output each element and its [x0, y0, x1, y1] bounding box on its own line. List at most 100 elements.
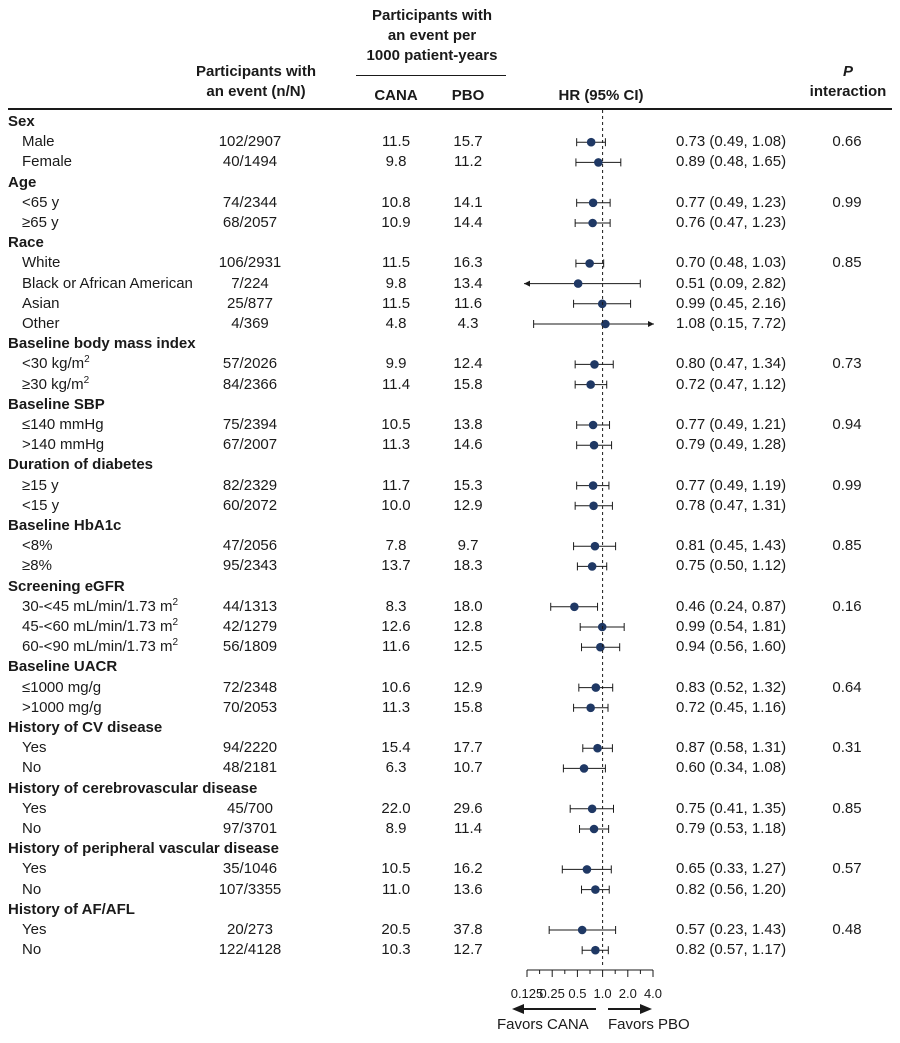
pbo-rate: 14.6 — [453, 436, 483, 454]
pbo-rate: 12.9 — [453, 496, 483, 514]
hr-point — [591, 683, 601, 692]
hr-ci-text: 0.99 (0.45, 2.16) — [676, 294, 787, 312]
category-row: History of peripheral vascular disease — [0, 839, 900, 859]
favors-cana-label: Favors CANA — [497, 1016, 589, 1033]
pbo-rate: 13.8 — [453, 416, 483, 433]
table-row: 45-<60 mL/min/1.73 m2 42/1279 12.6 12.8 0.99… — [0, 617, 900, 637]
hr-ci-text: 0.46 (0.24, 0.87) — [676, 597, 787, 615]
table-row: <8% 47/2056 7.8 9.7 0.81 (0.45, 1.43) 0.85 — [0, 536, 900, 556]
header-divider — [8, 108, 892, 110]
hr-point — [579, 764, 589, 773]
events-count: 95/2343 — [222, 557, 278, 575]
table-row: ≥65 y 68/2057 10.9 14.4 0.76 (0.47, 1.23) — [0, 213, 900, 233]
events-count: 72/2348 — [222, 678, 278, 696]
hr-ci-text: 0.77 (0.49, 1.19) — [676, 476, 787, 494]
hr-ci-text: 0.75 (0.41, 1.35) — [676, 799, 787, 817]
table-row: No 48/2181 6.3 10.7 0.60 (0.34, 1.08) — [0, 758, 900, 778]
x-tick-label: 0.125 — [511, 986, 544, 1001]
subgroup-label: 60-<90 mL/min/1.73 m2 — [22, 637, 179, 656]
cana-rate: 9.9 — [385, 355, 407, 373]
cana-rate: 11.5 — [381, 133, 411, 151]
table-row: Male 102/2907 11.5 15.7 0.73 (0.49, 1.08) 0.6… — [0, 132, 900, 152]
subgroup-label: ≥30 kg/m2 — [22, 374, 90, 393]
category-label: Baseline SBP — [8, 395, 105, 413]
table-row: >140 mmHg 67/2007 11.3 14.6 0.79 (0.49, 1.28… — [0, 435, 900, 455]
hr-ci-text: 0.82 (0.56, 1.20) — [676, 880, 787, 898]
superscript: 2 — [172, 596, 179, 608]
subgroup-label: >1000 mg/g — [22, 698, 102, 716]
hr-point — [601, 319, 610, 329]
hr-point — [585, 259, 594, 268]
table-row: <65 y 74/2344 10.8 14.1 0.77 (0.49, 1.23) 0.9… — [0, 193, 900, 213]
pbo-rate: 13.4 — [453, 274, 483, 292]
hr-ci-text: 0.75 (0.50, 1.12) — [676, 557, 787, 575]
p-interaction-value: 0.99 — [832, 193, 862, 211]
hr-ci-text: 0.76 (0.47, 1.23) — [676, 214, 787, 231]
pbo-rate: 12.4 — [453, 355, 483, 373]
category-label: Duration of diabetes — [8, 456, 154, 474]
events-count: 107/3355 — [218, 880, 282, 898]
hr-point — [587, 804, 597, 814]
pbo-rate: 15.3 — [453, 476, 483, 494]
events-count: 25/877 — [227, 294, 273, 312]
cana-rate: 10.5 — [381, 416, 411, 433]
pbo-rate: 15.8 — [453, 698, 483, 716]
p-interaction-value: 0.85 — [832, 254, 862, 272]
table-row: ≥15 y 82/2329 11.7 15.3 0.77 (0.49, 1.19) 0.9… — [0, 476, 900, 496]
category-label: Baseline UACR — [8, 658, 118, 676]
favors-pbo-arrowhead — [640, 1004, 652, 1014]
table-row: 60-<90 mL/min/1.73 m2 56/1809 11.6 12.5 0.94… — [0, 637, 900, 657]
events-count: 40/1494 — [222, 153, 278, 171]
cana-rate: 8.3 — [385, 597, 407, 615]
p-interaction-value: 0.99 — [832, 476, 862, 494]
pbo-rate: 10.7 — [453, 759, 483, 777]
hr-point — [586, 137, 596, 147]
cana-rate: 9.8 — [385, 274, 407, 292]
hr-point — [589, 501, 598, 511]
pbo-rate: 16.3 — [453, 254, 483, 272]
hr-ci-text: 0.60 (0.34, 1.08) — [676, 759, 787, 777]
cana-rate: 10.5 — [381, 860, 411, 878]
subgroup-label: Yes — [22, 739, 47, 757]
hr-point — [589, 440, 599, 450]
subgroup-label: No — [22, 820, 42, 837]
hr-ci-text: 0.99 (0.54, 1.81) — [676, 618, 787, 635]
table-row: <30 kg/m2 57/2026 9.9 12.4 0.80 (0.47, 1.34)… — [0, 354, 900, 374]
hr-ci-text: 0.72 (0.45, 1.16) — [676, 698, 787, 716]
pbo-rate: 37.8 — [453, 921, 483, 938]
category-row: Baseline HbA1c — [0, 516, 900, 536]
cana-rate: 11.3 — [381, 436, 411, 454]
events-count: 45/700 — [227, 799, 273, 817]
subgroup-label: Yes — [22, 921, 47, 938]
hr-ci-text: 0.77 (0.49, 1.21) — [676, 416, 787, 433]
category-row: Race — [0, 233, 900, 253]
subgroup-label: No — [22, 941, 42, 959]
cana-rate: 4.8 — [385, 315, 407, 332]
p-interaction-value: 0.48 — [832, 921, 862, 938]
hr-point — [588, 481, 598, 490]
p-interaction-value: 0.85 — [832, 799, 862, 817]
table-row: Black or African American 7/224 9.8 13.4 0.5… — [0, 274, 900, 294]
events-count: 44/1313 — [222, 597, 278, 615]
p-interaction-value: 0.64 — [832, 678, 862, 696]
x-tick-label: 2.0 — [619, 986, 637, 1001]
pbo-rate: 17.7 — [453, 739, 483, 757]
subgroup-label: ≤140 mmHg — [22, 416, 104, 433]
events-count: 57/2026 — [222, 355, 278, 373]
category-label: History of peripheral vascular disease — [8, 840, 279, 858]
table-row: No 107/3355 11.0 13.6 0.82 (0.56, 1.20) — [0, 880, 900, 900]
hr-point — [591, 885, 600, 894]
p-interaction-value: 0.85 — [832, 537, 862, 555]
table-row: Yes 20/273 20.5 37.8 0.57 (0.23, 1.43) 0.48 — [0, 920, 900, 940]
subgroup-label: 45-<60 mL/min/1.73 m2 — [22, 617, 179, 636]
hr-ci-text: 0.79 (0.53, 1.18) — [676, 820, 787, 837]
table-row: >1000 mg/g 70/2053 11.3 15.8 0.72 (0.45, 1.1… — [0, 698, 900, 718]
table-row: ≥30 kg/m2 84/2366 11.4 15.8 0.72 (0.47, 1.12… — [0, 375, 900, 395]
header-rate-line2: an event per — [387, 27, 477, 44]
subgroup-label: Asian — [22, 294, 60, 312]
events-count: 4/369 — [231, 315, 269, 332]
events-count: 67/2007 — [222, 436, 278, 454]
events-count: 56/1809 — [222, 638, 278, 656]
subgroup-label: >140 mmHg — [22, 436, 105, 454]
